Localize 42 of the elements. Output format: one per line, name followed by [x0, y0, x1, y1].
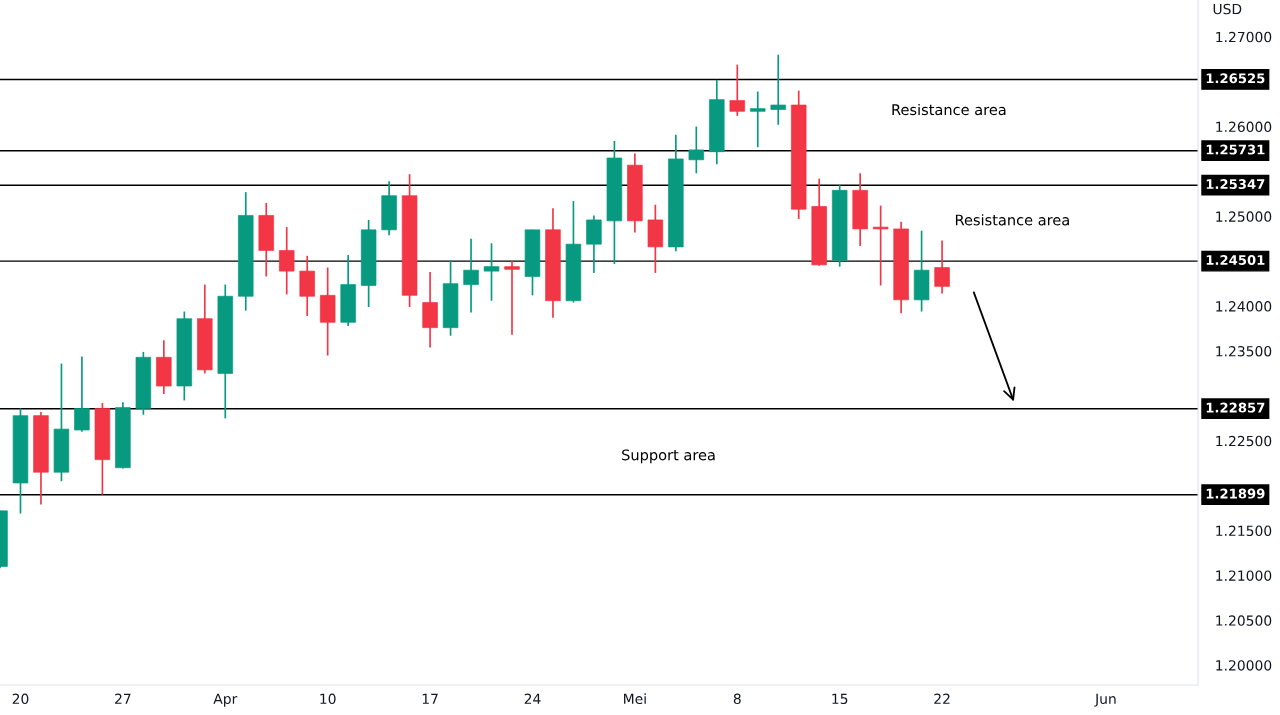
y-tick-label: 1.24000	[1216, 301, 1272, 312]
y-tick-label: 1.21500	[1216, 525, 1272, 537]
y-tick-label: 1.23500	[1216, 345, 1272, 357]
annotation: Resistance area	[892, 103, 1006, 116]
y-tick-label: 1.20000	[1216, 660, 1272, 671]
x-tick-label: 15	[832, 693, 848, 705]
x-tick-label: 10	[320, 693, 336, 705]
ref-line-label: 1.21899	[1206, 488, 1265, 499]
candlestick	[872, 204, 889, 287]
x-tick-label: 24	[524, 693, 541, 704]
ref-line-label: 1.24501	[1206, 255, 1265, 265]
y-axis-title: USD	[1213, 3, 1242, 15]
y-tick-label: 1.22500	[1216, 435, 1272, 447]
candlestick	[729, 63, 745, 117]
ref-line-label: 1.26525	[1206, 73, 1265, 84]
x-tick-label: 27	[115, 693, 131, 704]
ref-line-label: 1.25347	[1206, 179, 1265, 190]
y-tick-label: 1.27000	[1216, 31, 1272, 43]
y-tick-label: 1.21000	[1216, 570, 1272, 581]
x-tick-label: Mei	[624, 693, 646, 705]
x-tick-label: 8	[733, 693, 741, 705]
y-tick-label: 1.20500	[1216, 615, 1272, 626]
candlestick	[74, 355, 90, 433]
annotation: Resistance area	[955, 214, 1069, 226]
ref-line-label: 1.22857	[1206, 402, 1265, 413]
x-tick-label: Apr	[213, 693, 238, 707]
annotation: Support area	[622, 449, 715, 464]
y-tick-label: 1.26000	[1216, 121, 1272, 133]
candlestick	[688, 125, 705, 175]
ref-line-label: 1.25731	[1206, 144, 1265, 155]
candlestick	[750, 90, 766, 149]
candlestick	[279, 226, 295, 296]
candlestick	[463, 237, 479, 314]
candlestick	[483, 242, 500, 302]
x-tick-label: 22	[934, 693, 950, 704]
x-tick-label: 20	[12, 693, 29, 705]
x-tick-label: Jun	[1094, 693, 1116, 707]
candlestick	[504, 260, 520, 336]
candlestick	[770, 53, 786, 126]
y-tick-label: 1.25000	[1216, 211, 1272, 222]
x-tick-label: 17	[422, 693, 438, 704]
candlestick	[934, 239, 950, 295]
